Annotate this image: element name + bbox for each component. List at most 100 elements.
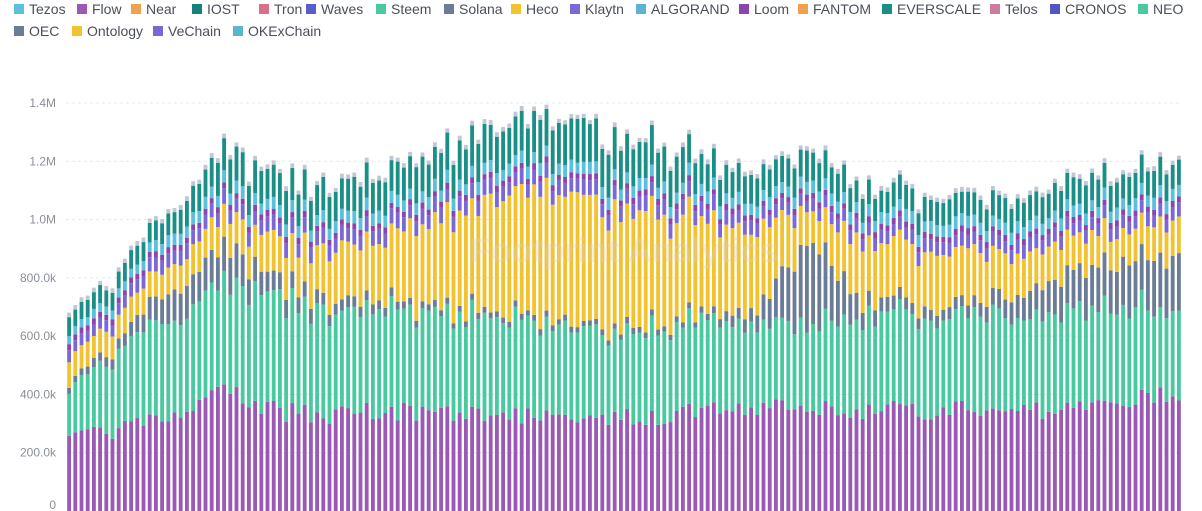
chart-bar-stack[interactable] xyxy=(786,154,791,511)
chart-bar-stack[interactable] xyxy=(569,113,574,511)
chart-bar-stack[interactable] xyxy=(290,163,295,511)
chart-bar-stack[interactable] xyxy=(662,142,667,511)
chart-bar-stack[interactable] xyxy=(705,159,710,511)
chart-bar-stack[interactable] xyxy=(1158,152,1163,511)
chart-bar-stack[interactable] xyxy=(1046,189,1051,511)
chart-bar-stack[interactable] xyxy=(804,146,809,511)
legend-item[interactable]: Tron xyxy=(259,0,302,18)
legend-item[interactable]: Loom xyxy=(739,0,789,18)
chart-bar-stack[interactable] xyxy=(990,186,995,511)
chart-bar-stack[interactable] xyxy=(997,190,1002,511)
chart-bar-stack[interactable] xyxy=(110,288,115,511)
chart-bar-stack[interactable] xyxy=(866,175,871,511)
chart-bar-stack[interactable] xyxy=(860,194,865,511)
chart-bar-stack[interactable] xyxy=(470,120,475,511)
chart-bar-stack[interactable] xyxy=(408,151,413,511)
chart-bar-stack[interactable] xyxy=(829,162,834,511)
chart-bar-stack[interactable] xyxy=(556,118,561,511)
chart-bar-stack[interactable] xyxy=(525,123,530,511)
chart-bar-stack[interactable] xyxy=(947,195,952,511)
chart-bar-stack[interactable] xyxy=(687,129,692,511)
chart-bar-stack[interactable] xyxy=(637,137,642,511)
chart-bar-stack[interactable] xyxy=(842,160,847,511)
chart-bar-stack[interactable] xyxy=(631,144,636,511)
chart-bar-stack[interactable] xyxy=(891,177,896,511)
legend-item[interactable]: Telos xyxy=(990,0,1038,18)
chart-bar-stack[interactable] xyxy=(1077,174,1082,511)
chart-bar-stack[interactable] xyxy=(835,168,840,511)
chart-bar-stack[interactable] xyxy=(1127,172,1132,511)
chart-bar-stack[interactable] xyxy=(488,120,493,511)
chart-bar-stack[interactable] xyxy=(1133,168,1138,511)
chart-bar-stack[interactable] xyxy=(749,170,754,511)
chart-bar-stack[interactable] xyxy=(358,182,363,511)
chart-bar-stack[interactable] xyxy=(147,218,152,511)
chart-bar-stack[interactable] xyxy=(426,160,431,511)
chart-bar-stack[interactable] xyxy=(327,192,332,511)
chart-bar-stack[interactable] xyxy=(333,187,338,511)
chart-bar-stack[interactable] xyxy=(482,119,487,511)
chart-bar-stack[interactable] xyxy=(389,155,394,511)
chart-bar-stack[interactable] xyxy=(618,146,623,511)
chart-bar-stack[interactable] xyxy=(941,198,946,511)
chart-bar-stack[interactable] xyxy=(476,139,481,511)
chart-bar-stack[interactable] xyxy=(730,167,735,511)
chart-bar-stack[interactable] xyxy=(98,280,103,511)
chart-bar-stack[interactable] xyxy=(600,144,605,511)
chart-bar-stack[interactable] xyxy=(321,172,326,511)
legend-item[interactable]: ALGORAND xyxy=(636,0,730,18)
chart-bar-stack[interactable] xyxy=(1164,170,1169,511)
chart-bar-stack[interactable] xyxy=(1114,177,1119,511)
chart-bar-stack[interactable] xyxy=(135,240,140,511)
chart-bar-stack[interactable] xyxy=(277,168,282,511)
chart-bar-stack[interactable] xyxy=(395,157,400,511)
chart-bar-stack[interactable] xyxy=(544,104,549,511)
chart-bar-stack[interactable] xyxy=(67,312,72,511)
chart-bar-stack[interactable] xyxy=(284,186,289,511)
chart-bar-stack[interactable] xyxy=(364,157,369,511)
chart-bar-stack[interactable] xyxy=(817,158,822,511)
chart-bar-stack[interactable] xyxy=(532,106,537,511)
chart-bar-stack[interactable] xyxy=(160,219,165,511)
chart-bar-stack[interactable] xyxy=(197,179,202,511)
chart-bar-stack[interactable] xyxy=(383,177,388,511)
chart-bar-stack[interactable] xyxy=(587,120,592,511)
chart-bar-stack[interactable] xyxy=(414,163,419,511)
chart-bar-stack[interactable] xyxy=(625,129,630,511)
chart-bar-stack[interactable] xyxy=(711,143,716,511)
chart-bar-stack[interactable] xyxy=(432,142,437,511)
chart-bar-stack[interactable] xyxy=(451,160,456,511)
chart-bar-stack[interactable] xyxy=(439,148,444,511)
chart-bar-stack[interactable] xyxy=(85,295,90,511)
chart-bar-stack[interactable] xyxy=(153,216,158,511)
chart-bar-stack[interactable] xyxy=(513,111,518,511)
chart-bar-stack[interactable] xyxy=(885,187,890,511)
chart-bar-stack[interactable] xyxy=(346,174,351,511)
chart-bar-stack[interactable] xyxy=(953,188,958,511)
chart-bar-stack[interactable] xyxy=(575,114,580,511)
chart-bar-stack[interactable] xyxy=(1034,186,1039,511)
chart-bar-stack[interactable] xyxy=(538,115,543,511)
chart-bar-stack[interactable] xyxy=(1003,193,1008,511)
chart-bar-stack[interactable] xyxy=(848,184,853,511)
chart-bar-stack[interactable] xyxy=(370,178,375,511)
chart-bar-stack[interactable] xyxy=(122,258,127,511)
chart-bar-stack[interactable] xyxy=(79,297,84,511)
legend-item[interactable]: OEC xyxy=(14,22,59,40)
chart-bar-stack[interactable] xyxy=(854,176,859,511)
chart-bar-stack[interactable] xyxy=(767,164,772,511)
chart-bar-stack[interactable] xyxy=(761,159,766,511)
chart-bar-stack[interactable] xyxy=(271,160,276,511)
chart-bar-stack[interactable] xyxy=(798,145,803,511)
chart-bar-stack[interactable] xyxy=(259,166,264,511)
chart-bar-stack[interactable] xyxy=(792,164,797,511)
chart-bar-stack[interactable] xyxy=(1108,181,1113,511)
chart-bar-stack[interactable] xyxy=(674,152,679,511)
chart-bar-stack[interactable] xyxy=(972,187,977,511)
chart-bar-stack[interactable] xyxy=(550,126,555,511)
chart-bar-stack[interactable] xyxy=(228,154,233,511)
legend-item[interactable]: Steem xyxy=(376,0,431,18)
chart-bar-stack[interactable] xyxy=(73,304,78,511)
legend-item[interactable]: Flow xyxy=(77,0,122,18)
chart-bar-stack[interactable] xyxy=(879,185,884,511)
